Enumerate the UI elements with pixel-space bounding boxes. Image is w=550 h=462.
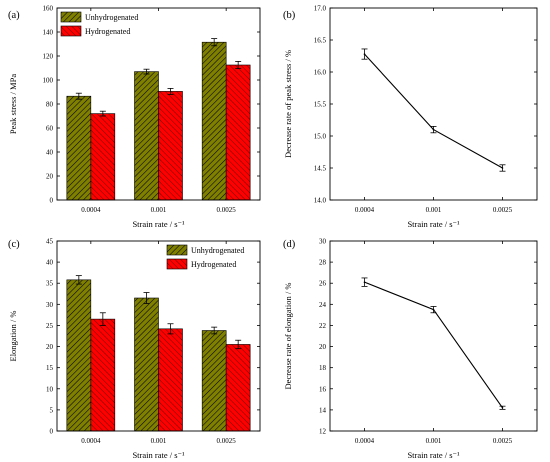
plot-frame <box>56 7 261 201</box>
y-tick-label: 18 <box>319 364 327 372</box>
y-tick-label: 16 <box>319 385 327 393</box>
y-tick-label: 26 <box>319 280 327 288</box>
x-tick-label: 0.001 <box>426 437 442 445</box>
x-tick-label: 0.0004 <box>355 206 375 214</box>
y-tick-label: 24 <box>319 301 327 309</box>
y-tick-label: 14 <box>319 406 327 414</box>
legend-swatch <box>166 258 188 270</box>
bar-hydrogenated <box>158 328 183 432</box>
y-tick-label: 60 <box>46 125 54 133</box>
chart-panel-a: (a) 0 20 40 60 80 100 120 140 160 0.0004 0.001 0.002… <box>8 5 261 229</box>
panel-label: (a) <box>8 10 20 21</box>
y-tick-label: 10 <box>46 385 54 393</box>
y-tick-label: 15 <box>46 364 54 372</box>
y-tick-label: 25 <box>46 322 54 330</box>
bar-unhydrogenated <box>201 330 227 432</box>
y-tick-label: 14.5 <box>314 165 327 173</box>
bar-hydrogenated <box>158 91 183 201</box>
y-tick-label: 20 <box>46 343 54 351</box>
x-tick-label: 0.001 <box>426 206 442 214</box>
plot-frame <box>56 240 261 432</box>
legend-label: Unhydrogenated <box>191 246 244 255</box>
bar-hydrogenated <box>225 344 251 432</box>
legend-swatch <box>166 244 188 256</box>
y-axis-label: Elongation / % <box>8 311 18 362</box>
y-tick-label: 12 <box>319 428 327 436</box>
bar-unhydrogenated <box>134 71 159 201</box>
bar-hydrogenated <box>225 64 251 201</box>
y-tick-label: 0 <box>50 428 54 436</box>
plot-frame <box>329 7 538 201</box>
y-tick-label: 30 <box>46 301 54 309</box>
y-tick-label: 120 <box>43 53 54 61</box>
y-tick-label: 15.5 <box>314 101 327 109</box>
legend-swatch <box>60 25 82 37</box>
legend-label: Hydrogenated <box>191 260 236 269</box>
y-tick-label: 30 <box>319 238 327 246</box>
bar-unhydrogenated <box>66 95 92 201</box>
x-tick-label: 0.0025 <box>493 437 513 445</box>
y-tick-label: 40 <box>46 149 54 157</box>
plot-frame <box>329 240 538 432</box>
x-tick-label: 0.0004 <box>355 437 375 445</box>
panel-label: (b) <box>283 10 296 21</box>
y-axis-label: Decrease rate of elongation / % <box>283 283 293 390</box>
data-point <box>432 128 435 131</box>
data-point <box>501 406 504 409</box>
x-axis-label: Strain rate / s⁻¹ <box>407 450 460 460</box>
series-line <box>364 281 503 409</box>
y-tick-label: 40 <box>46 259 54 267</box>
x-axis-label: Strain rate / s⁻¹ <box>132 219 185 229</box>
y-tick-label: 100 <box>43 77 54 85</box>
x-axis-label: Strain rate / s⁻¹ <box>407 219 460 229</box>
data-point <box>363 281 366 283</box>
x-axis-label: Strain rate / s⁻¹ <box>132 450 185 460</box>
chart-panel-d: (d) 12 14 16 18 20 22 24 26 28 30 0.0004 0.001 0.0025… <box>283 238 538 460</box>
panel-label: (c) <box>8 239 20 250</box>
y-axis-label: Peak stress / MPa <box>8 74 18 134</box>
y-tick-label: 14.0 <box>314 197 327 205</box>
x-tick-label: 0.0025 <box>217 437 237 445</box>
bar-unhydrogenated <box>134 297 159 432</box>
y-tick-label: 140 <box>43 29 54 37</box>
y-tick-label: 160 <box>43 5 54 13</box>
x-tick-label: 0.0025 <box>217 206 237 214</box>
data-point <box>363 53 366 55</box>
data-point <box>501 167 504 169</box>
bar-unhydrogenated <box>201 41 227 201</box>
y-tick-label: 17.0 <box>314 5 327 13</box>
y-tick-label: 80 <box>46 101 54 109</box>
y-tick-label: 45 <box>46 238 54 246</box>
y-tick-label: 16.0 <box>314 69 327 77</box>
bar-hydrogenated <box>90 318 116 432</box>
chart-panel-b: (b) 14.0 14.5 15.0 15.5 16.0 16.5 17.0 0.0004 0.0… <box>283 5 538 229</box>
x-tick-label: 0.0004 <box>81 206 101 214</box>
y-axis-label: Decrease rate of peak stress / % <box>283 50 293 158</box>
y-tick-label: 20 <box>46 173 54 181</box>
y-tick-label: 35 <box>46 280 54 288</box>
chart-panel-c: (c) 0 5 10 15 20 25 30 35 40 45 0.0004 0.001 0.0025 Un… <box>8 238 261 460</box>
y-tick-label: 22 <box>319 322 327 330</box>
x-tick-label: 0.0004 <box>81 437 101 445</box>
legend-swatch <box>60 11 82 23</box>
y-tick-label: 0 <box>50 197 54 205</box>
legend-label: Hydrogenated <box>85 27 130 36</box>
bar-unhydrogenated <box>66 279 92 432</box>
legend-label: Unhydrogenated <box>85 13 138 22</box>
x-tick-label: 0.001 <box>151 437 167 445</box>
x-tick-label: 0.001 <box>151 206 167 214</box>
data-point <box>432 308 435 311</box>
series-line <box>364 53 503 169</box>
y-tick-label: 5 <box>50 406 54 414</box>
y-tick-label: 28 <box>319 259 327 267</box>
y-tick-label: 16.5 <box>314 37 327 45</box>
panel-label: (d) <box>283 239 296 250</box>
y-tick-label: 20 <box>319 343 327 351</box>
x-tick-label: 0.0025 <box>493 206 513 214</box>
bar-hydrogenated <box>90 113 116 201</box>
y-tick-label: 15.0 <box>314 133 327 141</box>
